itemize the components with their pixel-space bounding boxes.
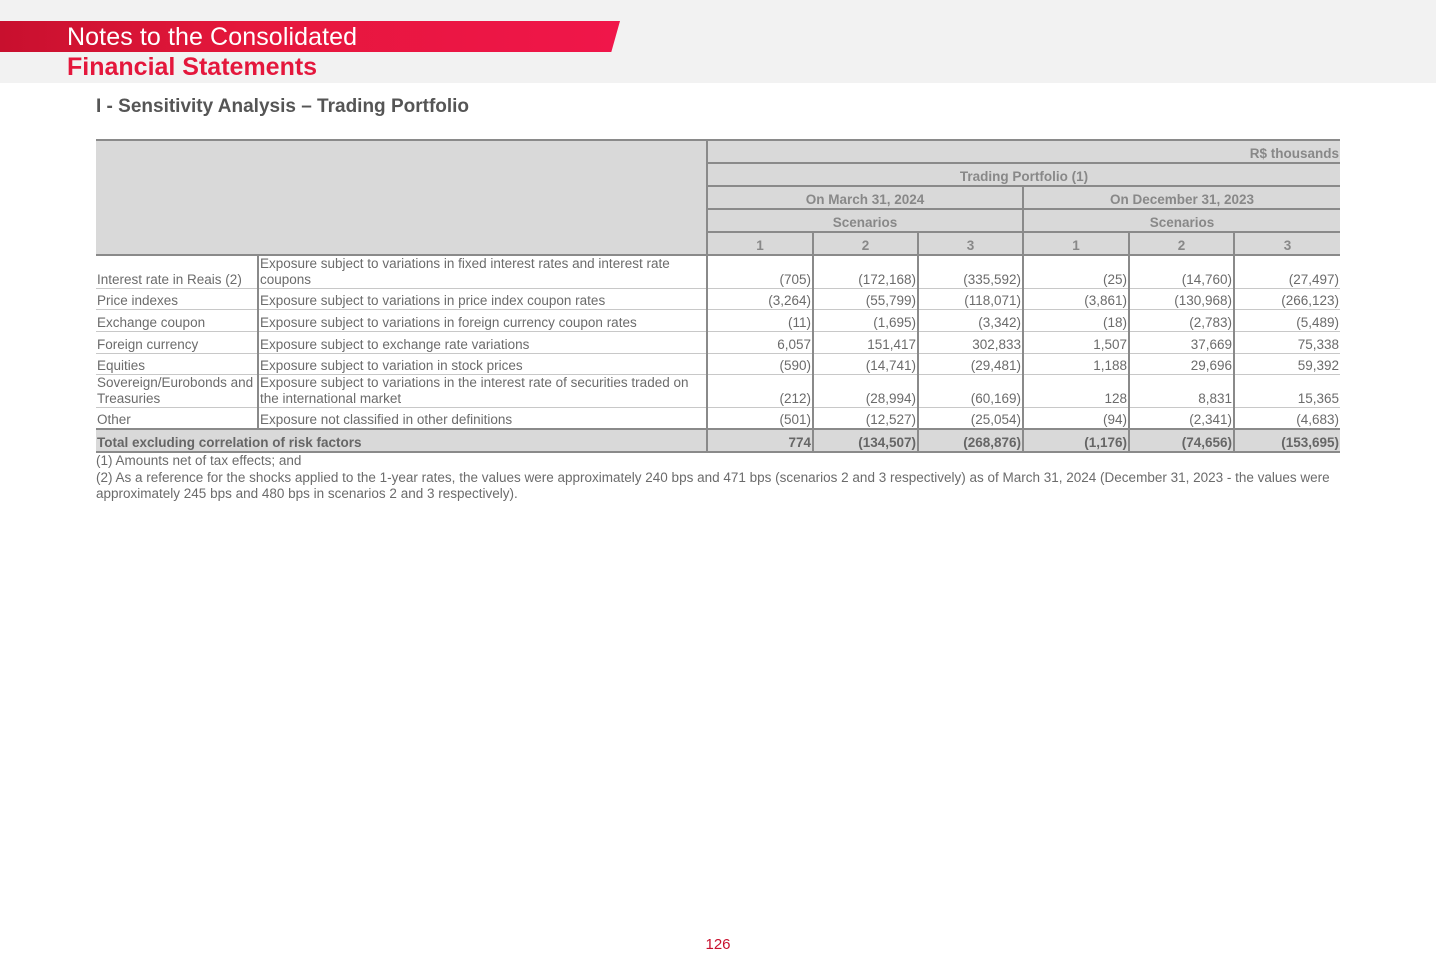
value-cell: (212) xyxy=(706,374,813,408)
table-row: Equities Exposure subject to variation i… xyxy=(96,353,1341,375)
scenario-number: 2 xyxy=(1128,232,1234,256)
value-cell: (335,592) xyxy=(917,255,1023,289)
value-cell: (501) xyxy=(706,407,813,429)
value-cell: (5,489) xyxy=(1232,309,1341,332)
total-value: (268,876) xyxy=(917,427,1023,453)
value-cell: 29,696 xyxy=(1128,353,1234,375)
title-banner xyxy=(0,21,620,52)
value-cell: 15,365 xyxy=(1232,374,1341,408)
risk-factor: Sovereign/Eurobonds and Treasuries xyxy=(96,374,258,408)
value-cell: (590) xyxy=(706,353,813,375)
section-title: I - Sensitivity Analysis – Trading Portf… xyxy=(96,96,470,117)
group-title: Trading Portfolio (1) xyxy=(705,163,1341,187)
total-value: (153,695) xyxy=(1232,427,1341,453)
total-value: (74,656) xyxy=(1128,427,1234,453)
risk-factor: Exchange coupon xyxy=(96,309,258,332)
risk-definition: Exposure subject to variations in the in… xyxy=(257,374,707,408)
page-subtitle: Financial Statements xyxy=(67,53,318,81)
value-cell: (266,123) xyxy=(1232,288,1341,310)
scenario-number: 3 xyxy=(1232,232,1341,256)
scenarios-header: Scenarios xyxy=(706,209,1023,233)
value-cell: (18) xyxy=(1022,309,1129,332)
value-cell: (118,071) xyxy=(917,288,1023,310)
value-cell: (94) xyxy=(1022,407,1129,429)
value-cell: 302,833 xyxy=(917,331,1023,354)
footnote: (1) Amounts net of tax effects; and xyxy=(96,453,302,468)
risk-definition: Exposure subject to exchange rate variat… xyxy=(257,331,707,354)
header-blank xyxy=(96,139,707,255)
total-label: Total excluding correlation of risk fact… xyxy=(96,427,707,453)
risk-definition: Exposure subject to variations in fixed … xyxy=(257,254,707,289)
risk-factor: Other xyxy=(97,411,131,427)
value-cell: (705) xyxy=(706,255,813,289)
value-cell: (1,695) xyxy=(812,309,918,332)
scenario-number: 1 xyxy=(1022,232,1129,256)
value-cell: (55,799) xyxy=(812,288,918,310)
scenarios-header: Scenarios xyxy=(1021,209,1341,233)
value-cell: (25,054) xyxy=(917,407,1023,429)
risk-definition: Exposure subject to variation in stock p… xyxy=(257,353,707,375)
total-value: 774 xyxy=(706,427,813,453)
value-cell: (3,861) xyxy=(1022,288,1129,310)
risk-factor: Price indexes xyxy=(96,288,258,310)
table-row: Sovereign/Eurobonds and Treasuries Expos… xyxy=(96,374,1341,408)
table-row: Interest rate in Reais (2) Exposure subj… xyxy=(96,254,1341,289)
value-cell: (60,169) xyxy=(917,374,1023,408)
value-cell: 1,188 xyxy=(1022,353,1129,375)
value-cell: (14,741) xyxy=(812,353,918,375)
table-row: Price indexes Exposure subject to variat… xyxy=(96,288,1341,310)
period-header: On March 31, 2024 xyxy=(706,186,1023,210)
table-body: Interest rate in Reais (2) Exposure subj… xyxy=(96,254,1341,453)
total-value: (1,176) xyxy=(1022,427,1129,453)
value-cell: 37,669 xyxy=(1128,331,1234,354)
risk-factor: Foreign currency xyxy=(96,331,258,354)
value-cell: (27,497) xyxy=(1232,255,1341,289)
value-cell: (11) xyxy=(706,309,813,332)
value-cell: (172,168) xyxy=(812,255,918,289)
risk-definition: Exposure subject to variations in foreig… xyxy=(257,309,707,332)
risk-factor: Equities xyxy=(96,353,258,375)
risk-factor: Interest rate in Reais (2) xyxy=(96,254,258,289)
scenario-number: 3 xyxy=(917,232,1023,256)
value-cell: 75,338 xyxy=(1232,331,1341,354)
value-cell: 8,831 xyxy=(1128,374,1234,408)
unit-label: R$ thousands xyxy=(705,139,1341,164)
footnote: (2) As a reference for the shocks applie… xyxy=(96,469,1330,502)
page-number: 126 xyxy=(705,936,731,953)
scenario-number: 1 xyxy=(706,232,813,256)
scenario-number: 2 xyxy=(812,232,918,256)
page-title: Notes to the Consolidated xyxy=(67,23,358,51)
value-cell: (2,341) xyxy=(1128,407,1234,429)
total-value: (134,507) xyxy=(812,427,918,453)
footnotes: (1) Amounts net of tax effects; and (2) … xyxy=(96,453,1340,503)
value-cell: 59,392 xyxy=(1232,353,1341,375)
sensitivity-table: R$ thousands Trading Portfolio (1) On Ma… xyxy=(96,139,1341,453)
value-cell: (2,783) xyxy=(1128,309,1234,332)
value-cell: (130,968) xyxy=(1128,288,1234,310)
value-cell: (25) xyxy=(1022,255,1129,289)
risk-definition: Exposure not classified in other definit… xyxy=(257,407,707,429)
risk-definition: Exposure subject to variations in price … xyxy=(257,288,707,310)
value-cell: (3,342) xyxy=(917,309,1023,332)
table-row: Other Exposure not classified in other d… xyxy=(96,407,1341,429)
value-cell: 1,507 xyxy=(1022,331,1129,354)
value-cell: (14,760) xyxy=(1128,255,1234,289)
table-row: Foreign currency Exposure subject to exc… xyxy=(96,331,1341,354)
value-cell: (4,683) xyxy=(1232,407,1341,429)
total-row: Total excluding correlation of risk fact… xyxy=(96,427,1341,453)
value-cell: (29,481) xyxy=(917,353,1023,375)
value-cell: 6,057 xyxy=(706,331,813,354)
table-row: Exchange coupon Exposure subject to vari… xyxy=(96,309,1341,332)
value-cell: 128 xyxy=(1022,374,1129,408)
value-cell: 151,417 xyxy=(812,331,918,354)
value-cell: (12,527) xyxy=(812,407,918,429)
value-cell: (3,264) xyxy=(706,288,813,310)
period-header: On December 31, 2023 xyxy=(1021,186,1341,210)
value-cell: (28,994) xyxy=(812,374,918,408)
